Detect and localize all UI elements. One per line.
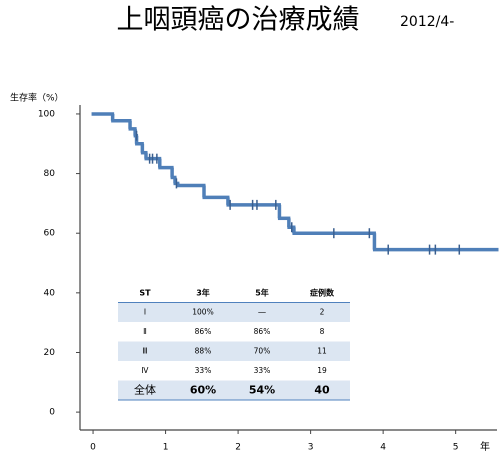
- x-tick-label: 3: [308, 443, 314, 453]
- x-axis-label: 年: [480, 440, 490, 453]
- table-cell: 40: [314, 383, 330, 396]
- x-tick-label: 0: [90, 443, 96, 453]
- table-cell: 86%: [254, 327, 271, 336]
- table-cell: 86%: [195, 327, 212, 336]
- table-cell: 33%: [195, 366, 212, 375]
- table-cell: 60%: [190, 383, 216, 396]
- table-cell: Ⅱ: [143, 327, 147, 336]
- table-cell: Ⅰ: [144, 307, 146, 316]
- x-tick-label: 5: [453, 443, 459, 453]
- table-cell: 54%: [249, 383, 275, 396]
- chart-title: 上咽頭癌の治療成績: [117, 5, 360, 36]
- table-cell: 11: [317, 346, 327, 355]
- table-cell: 19: [317, 366, 327, 375]
- y-tick-label: 60: [44, 229, 56, 239]
- y-tick-label: 100: [38, 109, 55, 119]
- table-cell: 8: [320, 327, 325, 336]
- table-header: 3年: [196, 287, 210, 297]
- table-cell: 2: [320, 307, 325, 316]
- table-row-band: [118, 302, 350, 322]
- x-tick-label: 1: [163, 443, 169, 453]
- y-tick-label: 0: [49, 408, 55, 418]
- table-row-band: [118, 341, 350, 361]
- x-tick-label: 4: [380, 443, 386, 453]
- table-cell: 全体: [134, 382, 156, 396]
- chart-subtitle: 2012/4-: [400, 14, 454, 30]
- table-cell: ―: [258, 307, 266, 316]
- table-header: 5年: [255, 287, 269, 297]
- y-tick-label: 80: [44, 169, 56, 179]
- y-axis-label: 生存率（%）: [10, 92, 64, 104]
- x-tick-label: 2: [235, 443, 241, 453]
- table-cell: 33%: [254, 366, 271, 375]
- table-cell: Ⅳ: [142, 366, 149, 375]
- table-cell: 70%: [254, 346, 271, 355]
- table-header: ST: [139, 288, 151, 297]
- table-cell: Ⅲ: [142, 346, 147, 355]
- table-cell: 100%: [192, 307, 213, 316]
- table-header: 症例数: [310, 287, 335, 297]
- table-row-band: [118, 380, 350, 400]
- table-cell: 88%: [195, 346, 212, 355]
- y-tick-label: 20: [44, 348, 56, 358]
- y-tick-label: 40: [44, 288, 56, 298]
